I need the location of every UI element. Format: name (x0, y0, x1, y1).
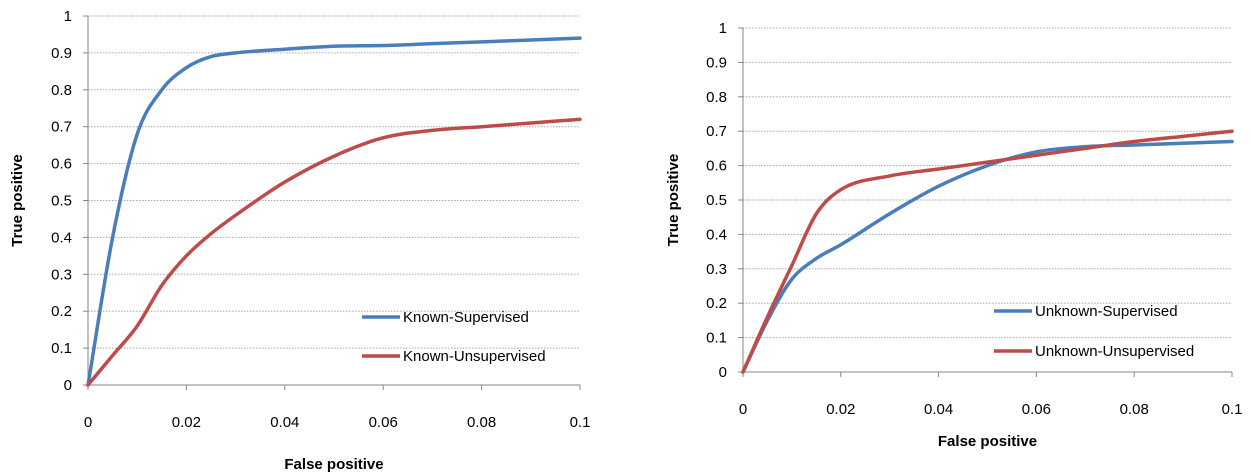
x-axis-title: False positive (938, 433, 1037, 450)
y-axis-title: True positive (9, 154, 26, 247)
y-tick-label: 0.6 (51, 156, 72, 173)
x-tick-label: 0 (739, 401, 747, 418)
y-tick-label: 0.9 (706, 54, 727, 71)
series-line-unknown-unsupervised (741, 129, 1234, 374)
x-tick-label: 0.02 (172, 414, 201, 431)
y-tick-label: 0.1 (51, 340, 72, 357)
series-line-known-unsupervised (86, 117, 582, 387)
y-tick-label: 0.8 (51, 82, 72, 99)
y-tick-label: 0.4 (51, 229, 72, 246)
roc-chart-1: 0 0.1 0.2 0.3 0.4 0.5 0.6 0.7 0.8 0.9 1 0 0.02 0.04 0.… (9, 8, 590, 473)
x-tick-label: 0.1 (570, 414, 591, 431)
y-tick-label: 0.4 (706, 226, 727, 243)
x-tick-label: 0 (84, 414, 92, 431)
roc-chart-2: 0 0.1 0.2 0.3 0.4 0.5 0.6 0.7 0.8 0.9 1 0 0.02 0.04 0.… (665, 20, 1242, 450)
y-tick-label: 0.2 (51, 303, 72, 320)
y-tick-label: 0.9 (51, 45, 72, 62)
series-line-unknown-supervised (741, 139, 1234, 374)
x-tick-label: 0.04 (270, 414, 299, 431)
y-tick-label: 0 (64, 377, 72, 394)
series-line-known-supervised (86, 36, 582, 387)
y-tick-label: 0.1 (706, 330, 727, 347)
x-tick-label: 0.08 (1120, 401, 1149, 418)
x-tick-label: 0.06 (369, 414, 398, 431)
y-tick-label: 0.3 (706, 261, 727, 278)
x-axis-title: False positive (284, 456, 383, 473)
legend: Unknown-Supervised Unknown-Unsupervised (994, 303, 1194, 360)
y-tick-label: 1 (719, 20, 727, 37)
x-tick-label: 0.08 (467, 414, 496, 431)
legend: Known-Supervised Known-Unsupervised (362, 309, 546, 365)
y-tick-label: 0.7 (51, 119, 72, 136)
y-tick-label: 0.2 (706, 295, 727, 312)
y-tick-label: 0.5 (706, 192, 727, 209)
y-tick-label: 0.8 (706, 89, 727, 106)
legend-label: Unknown-Supervised (1035, 303, 1178, 320)
y-axis-title: True positive (665, 154, 682, 247)
y-tick-label: 0.3 (51, 266, 72, 283)
x-tick-label: 0.04 (924, 401, 953, 418)
legend-label: Known-Supervised (403, 309, 529, 326)
y-tick-label: 0 (719, 364, 727, 381)
y-tick-label: 0.6 (706, 158, 727, 175)
legend-label: Unknown-Unsupervised (1035, 343, 1194, 360)
x-tick-label: 0.02 (826, 401, 855, 418)
y-tick-label: 0.7 (706, 123, 727, 140)
y-tick-label: 0.5 (51, 193, 72, 210)
legend-label: Known-Unsupervised (403, 348, 546, 365)
x-tick-label: 0.1 (1222, 401, 1243, 418)
x-tick-label: 0.06 (1022, 401, 1051, 418)
y-tick-label: 1 (64, 8, 72, 25)
